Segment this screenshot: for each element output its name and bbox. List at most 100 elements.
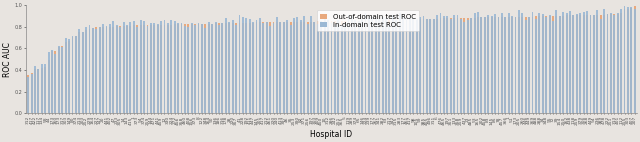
Bar <box>239 15 241 113</box>
Bar <box>38 69 39 113</box>
Bar <box>92 28 94 113</box>
Bar <box>545 17 547 113</box>
Bar <box>286 22 288 113</box>
Bar <box>113 21 115 113</box>
Bar <box>191 24 193 113</box>
Bar <box>532 16 534 113</box>
Bar <box>552 16 554 113</box>
Bar <box>559 15 561 113</box>
Bar <box>358 20 360 113</box>
Bar <box>150 23 152 113</box>
Bar <box>518 10 520 113</box>
Bar <box>143 25 145 113</box>
Bar <box>522 13 524 113</box>
Bar <box>34 66 36 113</box>
Bar <box>194 25 196 113</box>
Bar <box>453 18 455 113</box>
Bar <box>511 17 513 113</box>
Bar <box>75 36 77 113</box>
Bar <box>119 26 121 113</box>
Bar <box>426 19 428 113</box>
Bar <box>228 22 230 113</box>
Bar <box>320 21 322 113</box>
Bar <box>508 17 509 113</box>
Bar <box>576 14 578 113</box>
Bar <box>164 25 165 113</box>
Bar <box>245 18 247 113</box>
Bar <box>31 73 33 113</box>
Bar <box>586 11 588 113</box>
Bar <box>620 13 622 113</box>
Bar <box>54 51 56 113</box>
Bar <box>355 21 356 113</box>
Bar <box>406 18 408 113</box>
Bar <box>221 23 223 113</box>
Bar <box>99 27 100 113</box>
Bar <box>334 24 336 113</box>
Bar <box>474 13 476 113</box>
Bar <box>368 18 370 113</box>
Bar <box>477 12 479 113</box>
Bar <box>218 23 220 113</box>
Bar <box>78 32 80 113</box>
Bar <box>82 32 84 113</box>
Bar <box>446 18 448 113</box>
Bar <box>446 16 448 113</box>
Bar <box>381 20 383 113</box>
Bar <box>201 24 203 113</box>
Bar <box>113 27 115 113</box>
Bar <box>252 23 254 113</box>
Bar <box>453 15 455 113</box>
Bar <box>44 64 46 113</box>
Bar <box>532 12 534 113</box>
Bar <box>116 26 118 113</box>
Bar <box>525 20 527 113</box>
Bar <box>170 25 172 113</box>
Bar <box>416 19 418 113</box>
Bar <box>154 25 155 113</box>
Bar <box>504 16 506 113</box>
Bar <box>177 24 179 113</box>
Bar <box>429 19 431 113</box>
Bar <box>191 23 193 113</box>
Bar <box>249 19 251 113</box>
Bar <box>180 23 182 113</box>
Bar <box>399 13 401 113</box>
Bar <box>269 22 271 113</box>
Bar <box>307 22 308 113</box>
Bar <box>276 22 278 113</box>
Bar <box>65 38 67 113</box>
Bar <box>552 21 554 113</box>
Bar <box>280 22 282 113</box>
Bar <box>303 22 305 113</box>
Bar <box>160 21 162 113</box>
Bar <box>242 17 244 113</box>
Bar <box>542 16 544 113</box>
Bar <box>456 15 458 113</box>
Bar <box>307 24 308 113</box>
Bar <box>290 25 291 113</box>
Bar <box>184 24 186 113</box>
Bar <box>416 19 418 113</box>
Bar <box>136 25 138 113</box>
Bar <box>481 17 483 113</box>
Bar <box>573 15 574 113</box>
Bar <box>491 16 493 113</box>
Bar <box>129 22 131 113</box>
Bar <box>68 41 70 113</box>
Bar <box>337 20 339 113</box>
Bar <box>528 17 530 113</box>
Bar <box>262 22 264 113</box>
Bar <box>501 13 503 113</box>
Bar <box>51 50 53 113</box>
Bar <box>422 19 424 113</box>
Bar <box>443 18 445 113</box>
Bar <box>262 23 264 113</box>
Bar <box>515 17 516 113</box>
Bar <box>610 13 612 113</box>
Bar <box>150 25 152 113</box>
Bar <box>88 25 90 113</box>
Bar <box>167 23 169 113</box>
Bar <box>630 9 632 113</box>
Bar <box>525 17 527 113</box>
